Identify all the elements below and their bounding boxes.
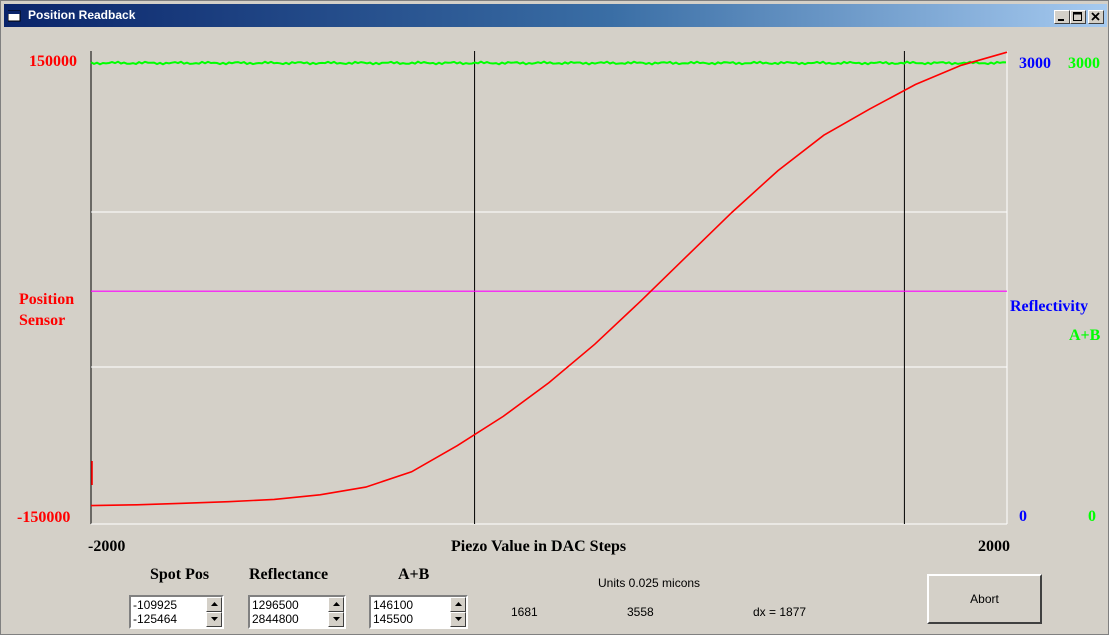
left-axis-top-label: 150000 <box>29 53 77 70</box>
ab-arrows <box>450 597 466 627</box>
ab-down-button[interactable] <box>450 612 466 627</box>
ab-label: A+B <box>398 566 430 583</box>
plot-area <box>90 51 1008 525</box>
spot-pos-value-2: -125464 <box>133 612 178 626</box>
ab-value-2: 145500 <box>373 612 414 626</box>
close-icon <box>1091 12 1100 21</box>
ab-series-line <box>90 60 1007 66</box>
ab-axis-title: A+B <box>1069 327 1101 344</box>
spot-pos-arrows <box>206 597 222 627</box>
left-axis-bottom-label: -150000 <box>17 509 71 526</box>
up-arrow-icon <box>455 602 462 606</box>
title-bar: Position Readback <box>4 4 1107 27</box>
up-arrow-icon <box>333 602 340 606</box>
abort-button[interactable]: Abort <box>927 574 1042 624</box>
spot-pos-spinner[interactable]: -109925 -125464 <box>129 595 224 629</box>
reflectivity-axis-title: Reflectivity <box>1010 298 1089 315</box>
reflectance-label: Reflectance <box>249 566 329 583</box>
ab-values[interactable]: 146100 145500 <box>373 598 413 626</box>
ab-up-button[interactable] <box>450 597 466 612</box>
position-chart <box>90 51 1008 525</box>
reflectance-values[interactable]: 1296500 2844800 <box>252 598 299 626</box>
maximize-icon <box>1073 12 1082 21</box>
x-axis-max-label: 2000 <box>978 538 1010 555</box>
reflectivity-axis-top-label: 3000 <box>1019 55 1051 72</box>
maximize-button[interactable] <box>1070 10 1086 24</box>
x-axis-title: Piezo Value in DAC Steps <box>451 538 627 555</box>
up-arrow-icon <box>211 602 218 606</box>
spot-pos-label: Spot Pos <box>150 566 210 583</box>
down-arrow-icon <box>455 617 462 621</box>
minimize-icon <box>1058 19 1064 21</box>
marker1-readout: 1681 <box>511 605 538 619</box>
reflectance-value-2: 2844800 <box>252 612 299 626</box>
spot-pos-value-1: -109925 <box>133 598 178 612</box>
left-axis-title-line1: Position <box>19 291 75 308</box>
close-button[interactable] <box>1088 10 1104 24</box>
spot-pos-down-button[interactable] <box>206 612 222 627</box>
position-sensor-series-line <box>90 51 1008 507</box>
marker2-readout: 3558 <box>627 605 654 619</box>
left-axis-title-line2: Sensor <box>19 312 66 329</box>
down-arrow-icon <box>333 617 340 621</box>
reflectance-arrows <box>328 597 344 627</box>
minimize-button[interactable] <box>1054 10 1070 24</box>
spot-pos-values[interactable]: -109925 -125464 <box>133 598 177 626</box>
down-arrow-icon <box>211 617 218 621</box>
app-icon <box>8 10 21 22</box>
dx-readout: dx = 1877 <box>753 605 807 619</box>
spot-pos-up-button[interactable] <box>206 597 222 612</box>
ab-spinner[interactable]: 146100 145500 <box>369 595 468 629</box>
ab-axis-bottom-label: 0 <box>1088 508 1096 525</box>
reflectance-up-button[interactable] <box>328 597 344 612</box>
reflectance-value-1: 1296500 <box>252 598 299 612</box>
x-axis-min-label: -2000 <box>88 538 126 555</box>
reflectance-spinner[interactable]: 1296500 2844800 <box>248 595 346 629</box>
reflectance-down-button[interactable] <box>328 612 344 627</box>
reflectivity-axis-bottom-label: 0 <box>1019 508 1027 525</box>
ab-axis-top-label: 3000 <box>1068 55 1100 72</box>
window-title: Position Readback <box>28 8 136 22</box>
ab-value-1: 146100 <box>373 598 414 612</box>
units-text: Units 0.025 micons <box>598 576 701 590</box>
